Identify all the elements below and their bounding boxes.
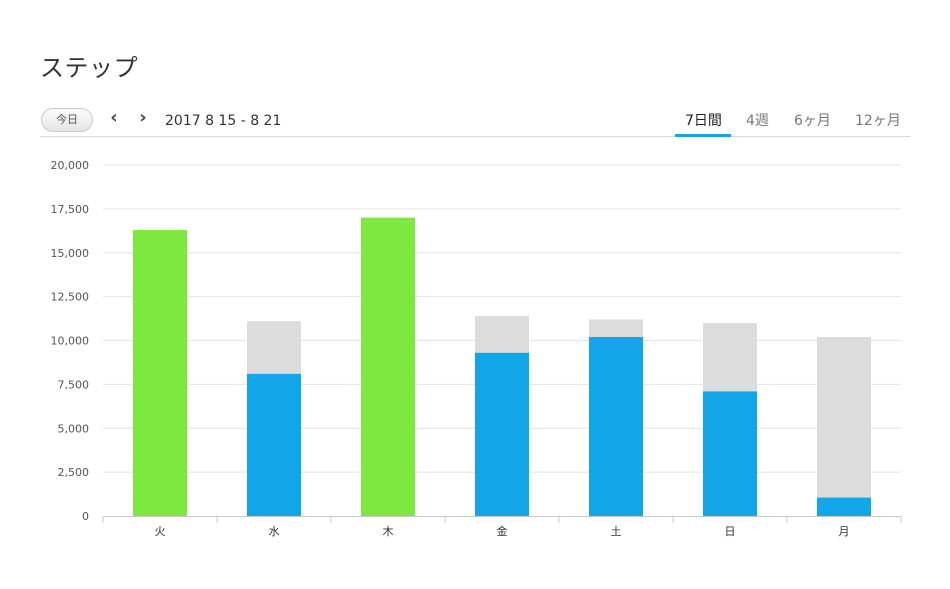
chevron-left-icon[interactable]: ‹	[110, 107, 118, 128]
steps-bar	[247, 373, 301, 516]
goal-remaining-bar	[703, 322, 757, 392]
steps-bar	[703, 391, 757, 516]
x-category-label: 日	[725, 525, 736, 538]
x-category-label: 水	[269, 525, 280, 538]
steps-bar	[475, 352, 529, 516]
x-category-label: 木	[383, 525, 394, 538]
tab-4-weeks[interactable]: 4週	[746, 113, 769, 129]
y-tick-label: 5,000	[58, 422, 90, 435]
goal-remaining-bar	[589, 319, 643, 337]
x-category-label: 火	[155, 525, 166, 538]
x-category-label: 月	[839, 525, 850, 538]
goal-remaining-bar	[817, 336, 871, 498]
goal-remaining-bar	[247, 321, 301, 374]
tab-6-months[interactable]: 6ヶ月	[794, 113, 831, 129]
active-tab-indicator	[675, 134, 731, 137]
page-title: ステップ	[40, 54, 138, 82]
chart-toolbar: 今日 ‹ › 2017 8 15 - 8 21 7日間 4週 6ヶ月 12ヶ月	[40, 104, 910, 137]
today-button[interactable]: 今日	[41, 108, 93, 132]
tab-12-months[interactable]: 12ヶ月	[855, 113, 901, 129]
tab-7-days[interactable]: 7日間	[685, 113, 722, 129]
date-range-label: 2017 8 15 - 8 21	[165, 113, 282, 129]
y-tick-label: 2,500	[58, 466, 90, 479]
y-tick-label: 17,500	[51, 203, 90, 216]
y-tick-label: 12,500	[51, 291, 90, 304]
y-tick-label: 7,500	[58, 378, 90, 391]
y-tick-label: 10,000	[51, 335, 90, 348]
y-tick-label: 20,000	[51, 159, 90, 172]
x-category-label: 土	[611, 525, 622, 538]
goal-remaining-bar	[475, 315, 529, 353]
chevron-right-icon[interactable]: ›	[139, 107, 147, 128]
steps-bar	[589, 336, 643, 516]
y-tick-label: 0	[82, 510, 89, 523]
x-category-label: 金	[497, 524, 508, 538]
y-tick-label: 15,000	[51, 247, 90, 260]
steps-bar-goal-reached	[133, 229, 187, 516]
steps-bar-goal-reached	[361, 217, 415, 516]
steps-bar	[817, 497, 871, 516]
